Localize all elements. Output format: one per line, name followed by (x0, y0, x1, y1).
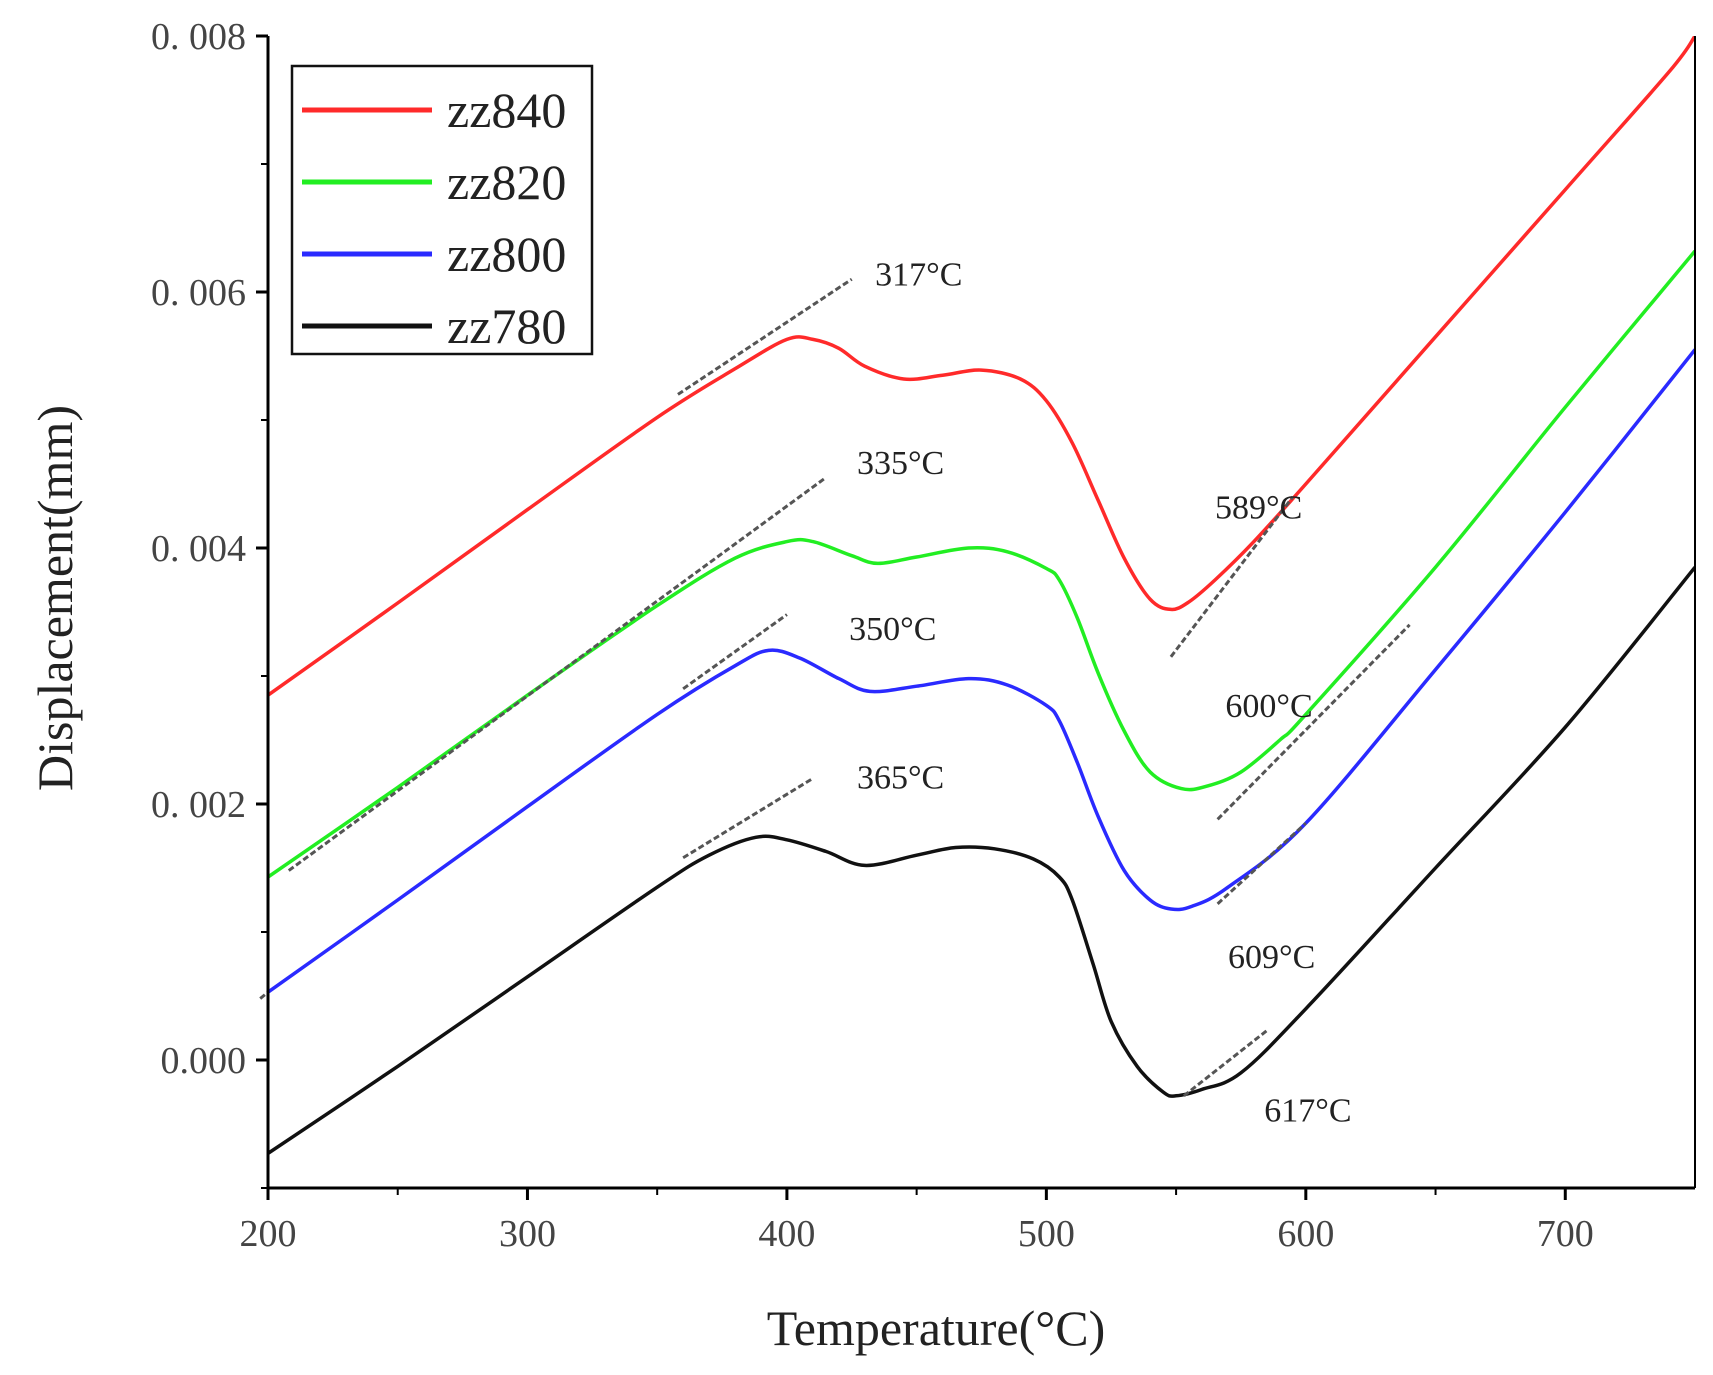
annotation-label: 335°C (857, 445, 944, 482)
legend-label: zz800 (447, 226, 566, 282)
x-tick-label: 500 (1018, 1213, 1075, 1255)
series-line-zz820 (268, 249, 1695, 879)
series-curves (268, 36, 1695, 1155)
annotation-label: 350°C (849, 611, 936, 648)
axes (266, 36, 1696, 1190)
annotation-label: 609°C (1228, 939, 1315, 976)
y-axis-label: Displacement(mm) (27, 405, 83, 791)
legend-label: zz840 (447, 82, 566, 138)
annotations: 317°C 335°C 350°C 365°C 589°C 600°C 609°C 617°C (849, 257, 1351, 1130)
x-tick-label: 700 (1537, 1213, 1594, 1255)
x-ticks: 200 300 400 500 600 700 (240, 1188, 1594, 1255)
annotation-label: 600°C (1225, 688, 1312, 725)
annotation-label: 365°C (857, 760, 944, 797)
y-tick-label: 0. 006 (151, 272, 246, 314)
y-tick-label: 0. 004 (151, 528, 246, 570)
tangent-line-2 (682, 613, 788, 691)
tangent-line-6 (1216, 623, 1411, 821)
tangent-line-1 (287, 476, 827, 872)
x-tick-label: 200 (240, 1213, 297, 1255)
legend-label: zz780 (447, 298, 566, 354)
y-ticks: 0.000 0. 002 0. 004 0. 006 0. 008 (151, 16, 268, 1189)
x-tick-label: 400 (758, 1213, 815, 1255)
tangent-line-5 (1169, 495, 1295, 658)
series-line-zz780 (268, 566, 1695, 1155)
tangent-line-4 (682, 777, 814, 860)
annotation-label: 589°C (1215, 490, 1302, 527)
tangent-lines (259, 277, 1411, 1098)
y-tick-label: 0. 002 (151, 784, 246, 826)
legend-box (290, 64, 594, 356)
x-tick-label: 300 (499, 1213, 556, 1255)
annotation-label: 317°C (875, 257, 962, 294)
series-line-zz800 (268, 348, 1695, 994)
x-tick-label: 600 (1277, 1213, 1334, 1255)
tangent-line-3 (259, 991, 269, 1000)
tangent-line-0 (677, 277, 853, 396)
legend-label: zz820 (447, 154, 566, 210)
y-tick-label: 0.000 (161, 1040, 247, 1082)
series-line-zz840 (268, 36, 1695, 697)
legend: zz840 zz820 zz800 zz780 (290, 64, 594, 356)
x-axis-label: Temperature(°C) (767, 1300, 1106, 1356)
annotation-label: 617°C (1264, 1092, 1351, 1129)
tangent-line-7 (1216, 822, 1307, 905)
y-tick-label: 0. 008 (151, 16, 246, 58)
